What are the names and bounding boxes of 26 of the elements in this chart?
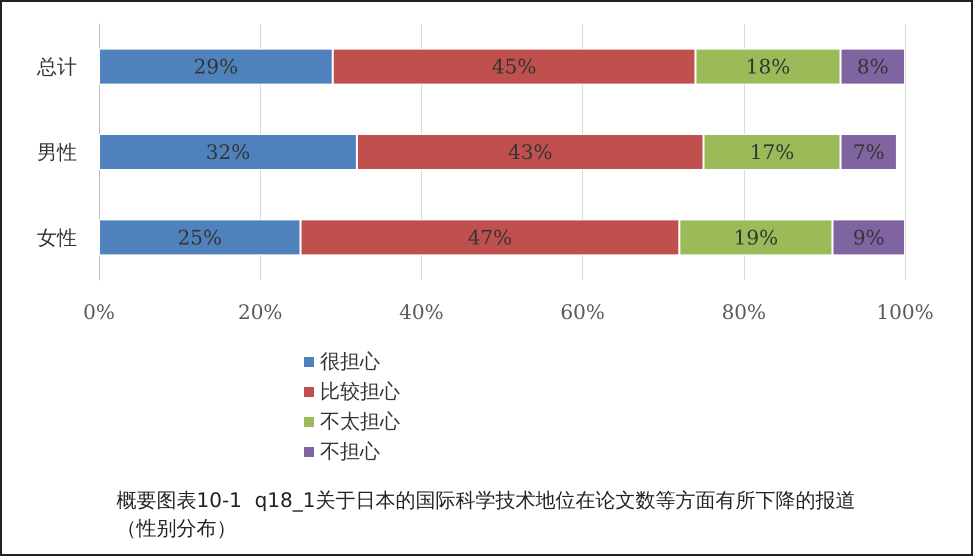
data-label: 17% — [750, 140, 794, 164]
x-tick-label: 80% — [722, 300, 766, 324]
y-tick-label: 男性 — [37, 140, 77, 164]
data-label: 25% — [178, 225, 222, 250]
x-tick-label: 100% — [876, 300, 934, 324]
x-tick-label: 0% — [83, 300, 115, 324]
data-label: 8% — [856, 54, 889, 79]
data-label: 9% — [852, 225, 885, 250]
data-label: 45% — [492, 54, 536, 79]
data-label: 43% — [508, 140, 552, 164]
legend-label: 不太担心 — [320, 411, 400, 433]
x-tick-label: 40% — [399, 300, 444, 324]
legend-label: 很担心 — [320, 351, 380, 373]
text: 概要图表10-1 q18_1关于日本的国际科学技术地位在论文数等方面有所下降的报道（性别分布） — [116, 488, 856, 540]
legend-label: 不担心 — [320, 441, 380, 463]
x-tick-label: 20% — [238, 300, 282, 324]
data-label: 29% — [194, 54, 238, 79]
data-label: 19% — [734, 225, 778, 250]
y-tick-label: 总计 — [36, 54, 77, 79]
legend-label: 比较担心 — [320, 381, 400, 403]
data-label: 7% — [852, 140, 885, 164]
data-label: 32% — [206, 140, 250, 164]
y-tick-label: 女性 — [37, 225, 77, 250]
data-label: 18% — [746, 54, 790, 79]
x-tick-label: 60% — [560, 300, 605, 324]
data-label: 47% — [468, 225, 512, 250]
